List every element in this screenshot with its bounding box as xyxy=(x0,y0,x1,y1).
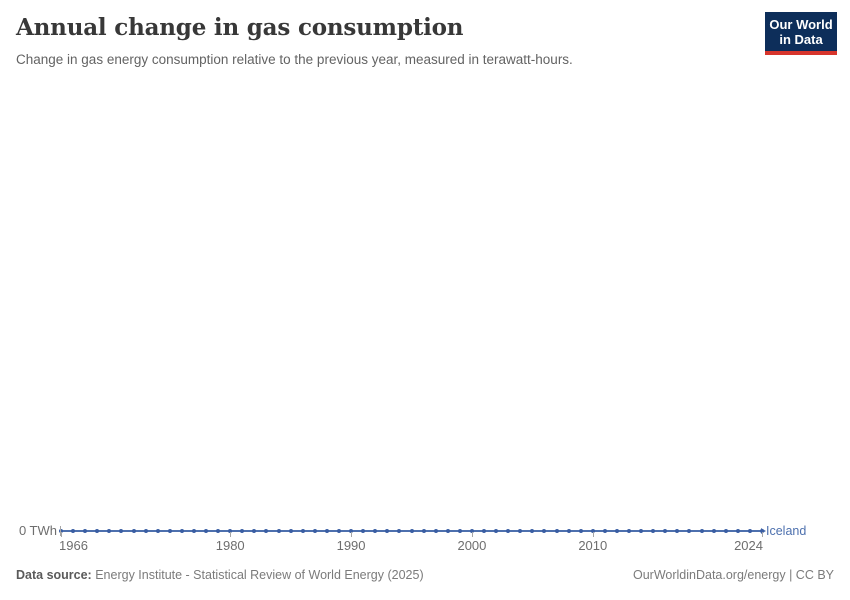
data-point[interactable] xyxy=(107,529,112,533)
chart-subtitle: Change in gas energy consumption relativ… xyxy=(16,52,573,67)
data-point[interactable] xyxy=(349,529,354,533)
data-point[interactable] xyxy=(167,529,172,533)
data-point[interactable] xyxy=(95,529,100,533)
data-point[interactable] xyxy=(336,529,341,533)
data-point[interactable] xyxy=(723,529,728,533)
data-point[interactable] xyxy=(590,529,595,533)
data-point[interactable] xyxy=(506,529,511,533)
data-point[interactable] xyxy=(614,529,619,533)
data-point[interactable] xyxy=(639,529,644,533)
data-point[interactable] xyxy=(687,529,692,533)
y-axis-zero-label: 0 TWh xyxy=(18,523,57,538)
data-point[interactable] xyxy=(59,529,63,533)
chart-footer: Data source: Energy Institute - Statisti… xyxy=(16,568,834,582)
x-axis-tick xyxy=(61,532,62,537)
data-point[interactable] xyxy=(518,529,523,533)
data-point[interactable] xyxy=(469,529,474,533)
y-axis-zero-tick xyxy=(60,526,61,536)
x-axis-tick xyxy=(471,532,473,537)
data-source-note: Data source: Energy Institute - Statisti… xyxy=(16,568,424,582)
x-tick-label: 2010 xyxy=(578,538,608,553)
data-point[interactable] xyxy=(373,529,378,533)
data-point[interactable] xyxy=(300,529,305,533)
x-tick-label: 2000 xyxy=(457,538,487,553)
data-point[interactable] xyxy=(554,529,559,533)
data-point[interactable] xyxy=(264,529,269,533)
x-tick-label: 2024 xyxy=(734,538,763,553)
data-point[interactable] xyxy=(119,529,124,533)
data-point[interactable] xyxy=(494,529,499,533)
data-point[interactable] xyxy=(566,529,571,533)
x-tick-label: 1990 xyxy=(336,538,366,553)
data-point[interactable] xyxy=(204,529,209,533)
data-source-value: Energy Institute - Statistical Review of… xyxy=(95,568,424,582)
data-point[interactable] xyxy=(675,529,680,533)
chart-title: Annual change in gas consumption xyxy=(16,14,464,41)
data-point[interactable] xyxy=(421,529,426,533)
x-tick-label: 1966 xyxy=(59,538,88,553)
data-point[interactable] xyxy=(651,529,656,533)
data-point[interactable] xyxy=(252,529,257,533)
data-point[interactable] xyxy=(699,529,704,533)
data-point[interactable] xyxy=(131,529,136,533)
data-point[interactable] xyxy=(324,529,329,533)
data-point[interactable] xyxy=(361,529,366,533)
data-source-label: Data source: xyxy=(16,568,92,582)
entity-label[interactable]: Iceland xyxy=(766,524,807,538)
data-point[interactable] xyxy=(288,529,293,533)
data-point[interactable] xyxy=(760,529,764,533)
data-point[interactable] xyxy=(312,529,317,533)
data-point[interactable] xyxy=(385,529,390,533)
data-point[interactable] xyxy=(482,529,487,533)
data-point[interactable] xyxy=(216,529,221,533)
owid-logo-line1: Our World xyxy=(769,17,833,32)
data-point[interactable] xyxy=(240,529,245,533)
data-point[interactable] xyxy=(179,529,184,533)
data-point[interactable] xyxy=(457,529,462,533)
owid-logo-line2: in Data xyxy=(779,32,823,47)
data-point[interactable] xyxy=(711,529,716,533)
data-point[interactable] xyxy=(445,529,450,533)
data-point[interactable] xyxy=(627,529,632,533)
data-point[interactable] xyxy=(735,529,740,533)
data-point[interactable] xyxy=(71,529,76,533)
data-point[interactable] xyxy=(155,529,160,533)
data-point[interactable] xyxy=(663,529,668,533)
data-point[interactable] xyxy=(747,529,752,533)
data-point[interactable] xyxy=(143,529,148,533)
owid-url-license-link[interactable]: OurWorldinData.org/energy | CC BY xyxy=(632,568,834,582)
data-point[interactable] xyxy=(191,529,196,533)
x-axis-tick xyxy=(762,532,763,537)
data-point[interactable] xyxy=(542,529,547,533)
data-point[interactable] xyxy=(433,529,438,533)
data-point[interactable] xyxy=(83,529,88,533)
data-point[interactable] xyxy=(530,529,535,533)
owid-logo[interactable]: Our World in Data xyxy=(765,12,837,55)
x-axis-tick xyxy=(230,532,232,537)
data-point[interactable] xyxy=(602,529,607,533)
data-point[interactable] xyxy=(397,529,402,533)
x-axis-tick xyxy=(351,532,353,537)
data-point[interactable] xyxy=(409,529,414,533)
data-point[interactable] xyxy=(228,529,233,533)
data-point[interactable] xyxy=(578,529,583,533)
data-point[interactable] xyxy=(276,529,281,533)
x-axis-tick xyxy=(592,532,594,537)
x-tick-label: 1980 xyxy=(215,538,245,553)
